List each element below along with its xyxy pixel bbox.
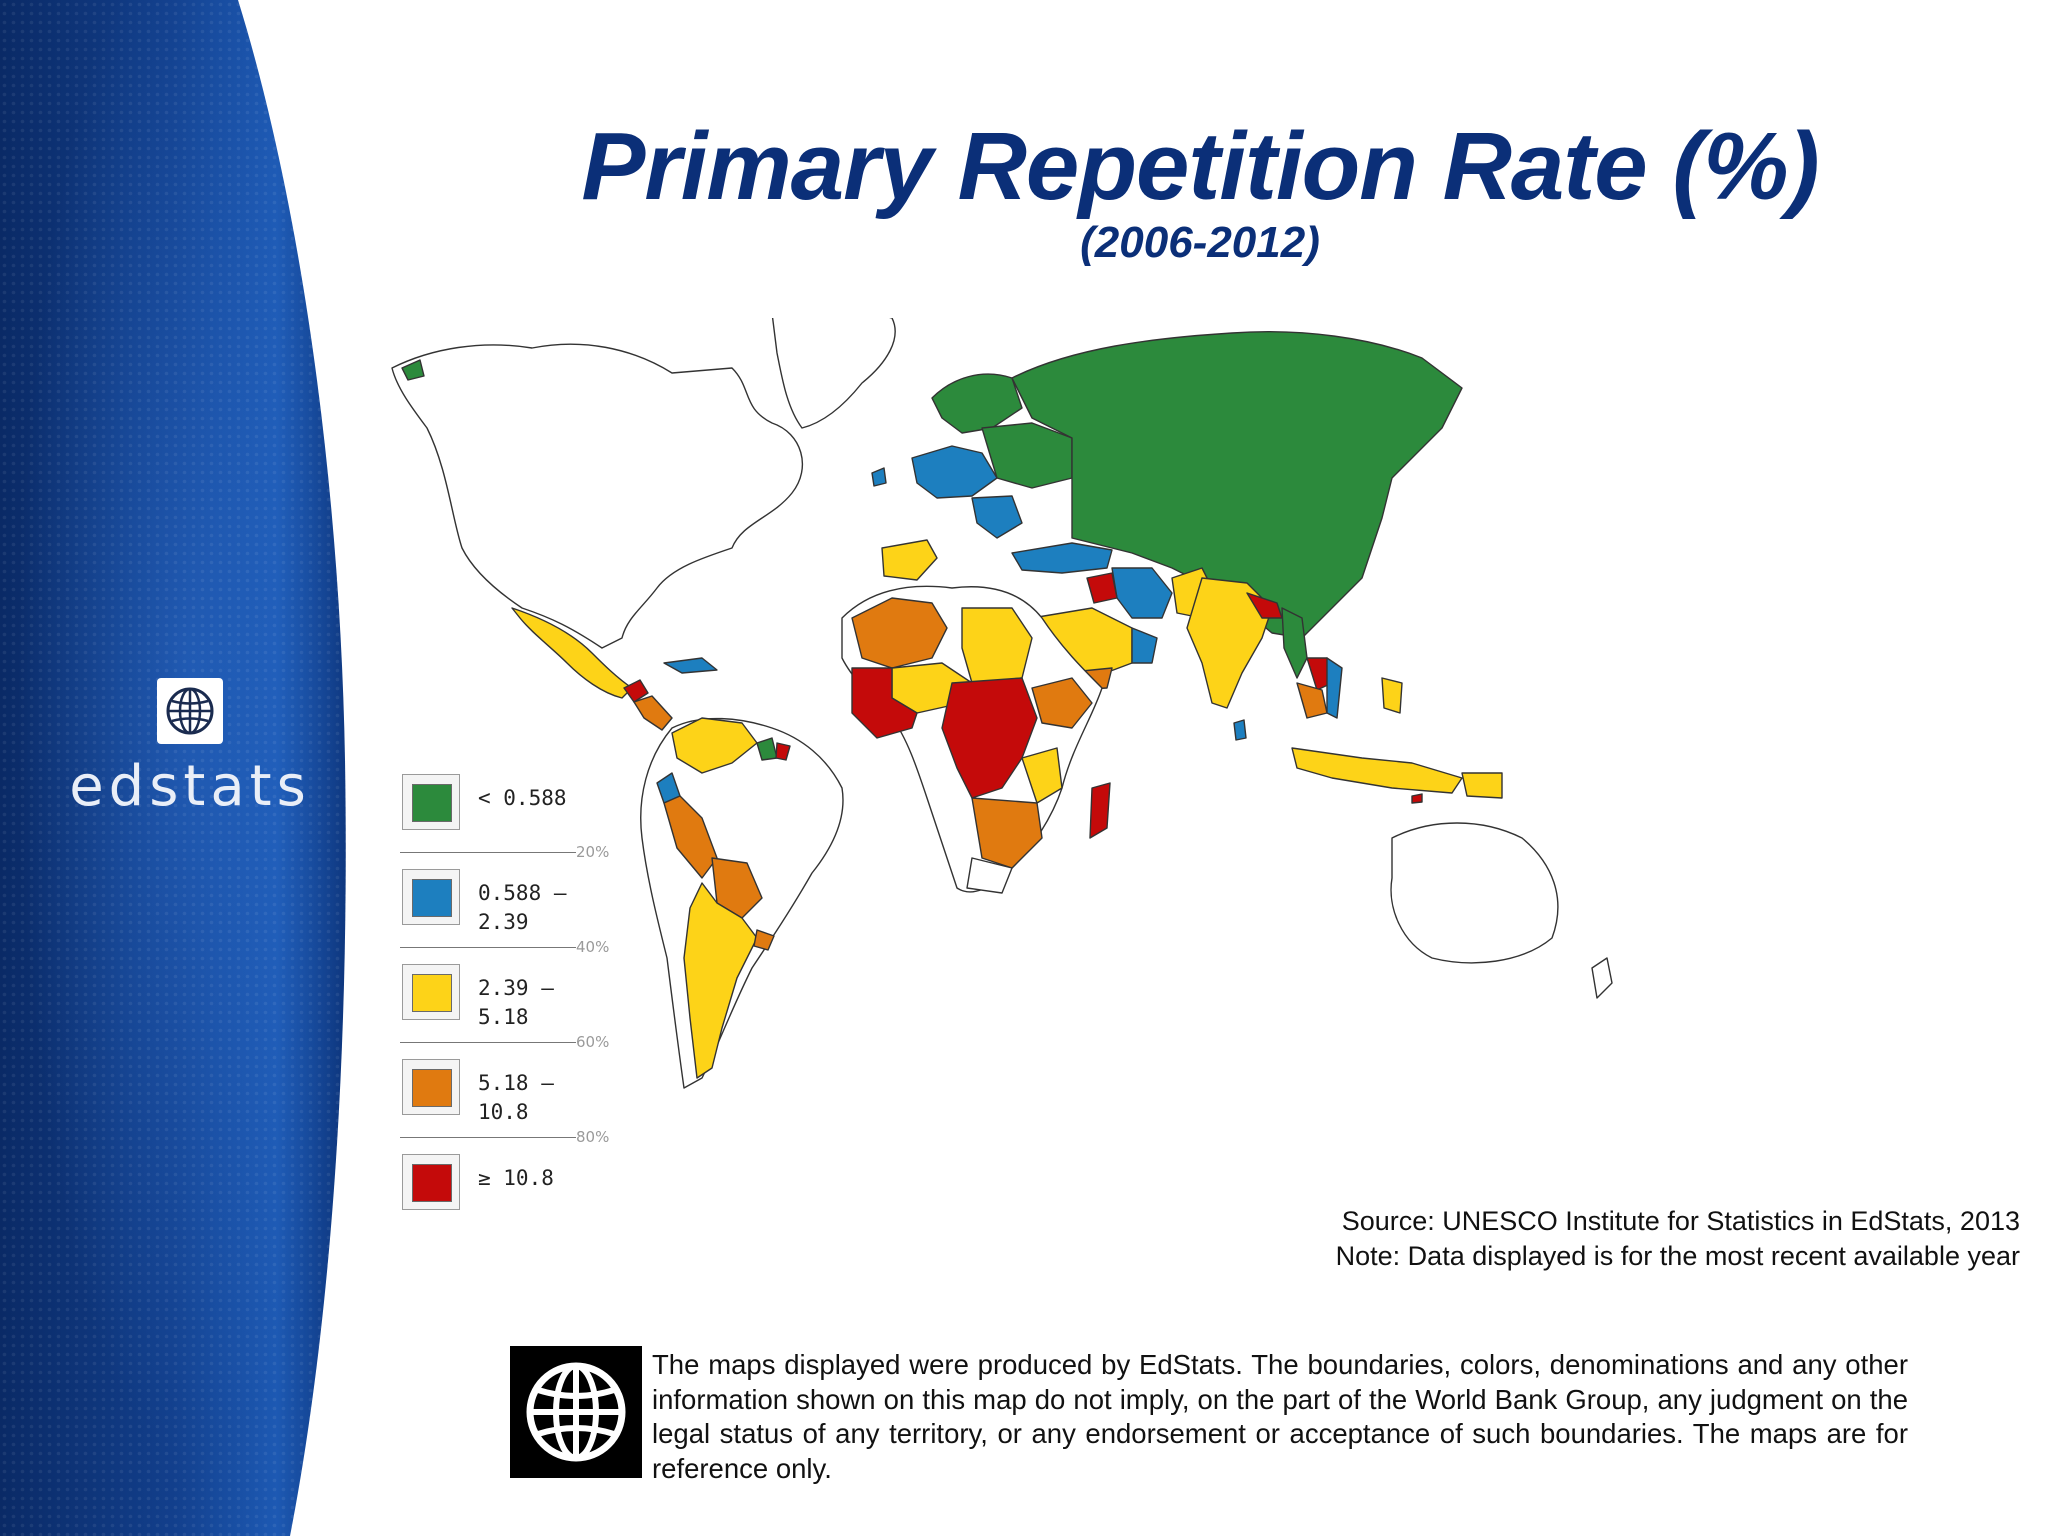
region-venezuela-colombia <box>671 717 758 774</box>
legend-label: 5.18 – 10.8 <box>478 1071 554 1124</box>
region-indonesia <box>1291 747 1463 794</box>
region-scandinavia <box>931 373 1023 434</box>
disclaimer-text: The maps displayed were produced by EdSt… <box>652 1349 1908 1484</box>
region-uruguay <box>753 929 775 951</box>
region-guatemala <box>623 679 649 703</box>
region-north-america <box>391 343 804 649</box>
legend-swatch-red <box>412 1164 452 1202</box>
legend-divider <box>400 1137 576 1138</box>
globe-icon <box>157 678 223 744</box>
region-spain <box>881 539 938 581</box>
source-note: Source: UNESCO Institute for Statistics … <box>1336 1204 2020 1274</box>
region-timor <box>1411 793 1423 804</box>
region-cuba <box>663 657 718 674</box>
legend-divider <box>400 947 576 948</box>
map-legend: < 0.588 20% 0.588 – 2.39 40% 2.39 – 5.18… <box>400 770 620 1220</box>
legend-item-5: ≥ 10.8 <box>400 1150 620 1220</box>
legend-item-3: 2.39 – 5.18 <box>400 960 620 1030</box>
region-south-africa <box>966 857 1013 894</box>
region-papua-new-guinea <box>1461 772 1503 799</box>
legend-label: ≥ 10.8 <box>478 1166 554 1190</box>
legend-item-2: 0.588 – 2.39 <box>400 865 620 935</box>
legend-percentile: 20% <box>576 843 610 861</box>
region-north-africa-west <box>851 597 948 669</box>
legend-label: 0.588 – 2.39 <box>478 881 567 934</box>
region-balkans <box>971 495 1023 539</box>
legend-swatch-frame <box>402 1154 460 1210</box>
world-bank-logo <box>510 1346 642 1478</box>
region-peru <box>663 795 718 879</box>
region-alaska-islands <box>401 359 425 381</box>
region-east-africa <box>1021 747 1063 804</box>
legend-swatch-frame <box>402 964 460 1020</box>
region-madagascar <box>1089 782 1111 839</box>
world-bank-globe-icon <box>526 1362 626 1462</box>
legend-swatch-blue <box>412 879 452 917</box>
world-choropleth-map <box>391 318 1613 1089</box>
region-myanmar <box>1281 607 1308 679</box>
region-greenland <box>771 318 896 429</box>
region-central-america <box>633 695 673 731</box>
legend-swatch-green <box>412 784 452 822</box>
edstats-logo: edstats <box>60 678 320 819</box>
region-bolivia-paraguay <box>711 857 763 919</box>
map-subtitle: (2006-2012) <box>1080 218 1320 267</box>
region-central-africa <box>941 677 1038 799</box>
region-western-europe <box>911 445 998 499</box>
region-ethiopia-horn <box>1031 677 1093 729</box>
region-oman <box>1131 627 1158 664</box>
legend-item-4: 5.18 – 10.8 <box>400 1055 620 1125</box>
note-line: Note: Data displayed is for the most rec… <box>1335 1241 2020 1271</box>
legend-label: 2.39 – 5.18 <box>478 976 554 1029</box>
region-vietnam <box>1326 657 1343 719</box>
region-iran <box>1111 567 1173 619</box>
legend-swatch-frame <box>402 869 460 925</box>
legend-divider <box>400 1042 576 1043</box>
region-australia <box>1390 822 1559 964</box>
map-title: Primary Repetition Rate (%) <box>581 113 1819 220</box>
legend-swatch-frame <box>402 774 460 830</box>
legend-percentile: 40% <box>576 938 610 956</box>
region-sri-lanka <box>1233 719 1247 741</box>
region-west-africa <box>851 667 918 739</box>
edstats-wordmark: edstats <box>69 754 311 819</box>
legend-swatch-orange <box>412 1069 452 1107</box>
legend-label: < 0.588 <box>478 786 567 810</box>
legend-divider <box>400 852 576 853</box>
legend-percentile: 60% <box>576 1033 610 1051</box>
legend-item-1: < 0.588 <box>400 770 620 840</box>
region-cambodia-thailand <box>1296 682 1328 719</box>
region-philippines <box>1381 677 1403 714</box>
legend-swatch-frame <box>402 1059 460 1115</box>
region-french-guiana <box>775 742 791 761</box>
region-mexico <box>511 607 633 699</box>
region-southern-africa <box>971 797 1043 869</box>
region-turkey <box>1011 542 1113 574</box>
legend-percentile: 80% <box>576 1128 610 1146</box>
region-argentina-chile <box>683 882 758 1079</box>
region-ireland <box>871 467 887 487</box>
region-india <box>1186 577 1273 709</box>
region-iraq <box>1086 572 1118 604</box>
legend-swatch-yellow <box>412 974 452 1012</box>
source-line: Source: UNESCO Institute for Statistics … <box>1341 1206 2020 1236</box>
region-new-zealand <box>1591 957 1613 999</box>
